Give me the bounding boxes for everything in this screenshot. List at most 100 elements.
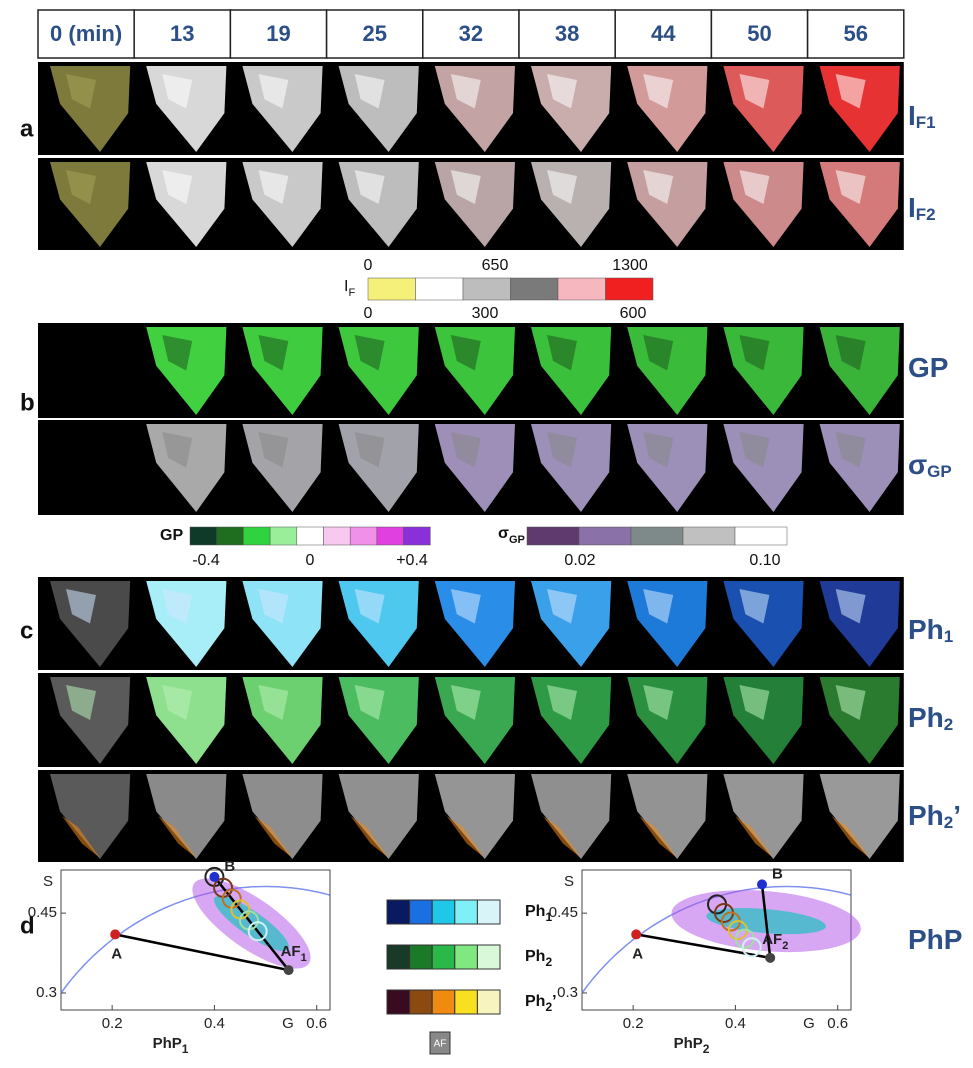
legend-swatch (476, 944, 501, 970)
x-tick-label: 0.6 (827, 1015, 848, 1032)
tissue-detail (66, 685, 96, 720)
tissue-image (50, 774, 131, 859)
tissue-detail (450, 685, 481, 720)
legend-label-suffix: ’ (552, 993, 556, 1010)
header-cell (422, 9, 520, 59)
colorbar-swatch (415, 277, 464, 301)
row-label-main: PhP (908, 924, 962, 955)
header-cell (710, 9, 809, 59)
tissue-detail (66, 170, 96, 204)
colorbar-swatch (734, 526, 788, 546)
tissue-detail (354, 589, 385, 624)
colorbar-swatch (630, 526, 684, 546)
colorbar-swatch (462, 277, 511, 301)
colorbar-swatch (376, 526, 404, 546)
tissue-detail (258, 335, 289, 371)
colorbar-swatch (323, 526, 351, 546)
tissue-detail (835, 589, 866, 624)
tissue-detail (354, 74, 385, 109)
tissue-detail (162, 170, 193, 204)
cluster-circle (247, 921, 268, 942)
tissue-detail (254, 816, 293, 858)
colorbar-swatch (403, 526, 431, 546)
tissue-detail (162, 74, 193, 109)
point-label-main: AF (762, 931, 782, 948)
tissue-detail (66, 589, 96, 624)
tissue-detail (831, 816, 870, 858)
row-label-main: Ph (908, 702, 944, 733)
header-time: 13 (170, 21, 194, 46)
point-label-main: B (224, 858, 235, 875)
legend-swatch (409, 989, 433, 1015)
phasor-point (110, 929, 121, 940)
tissue-detail (162, 432, 193, 468)
tissue-detail (835, 170, 866, 204)
row-label: IF1 (908, 100, 936, 132)
x-axis-label: PhP2 (674, 1035, 710, 1056)
legend-label-main: Ph (525, 903, 545, 920)
row-label: GP (908, 352, 948, 383)
tissue-detail (354, 432, 385, 468)
tissue-detail (739, 74, 770, 109)
tissue-detail (643, 335, 674, 371)
cluster-circle (741, 937, 762, 958)
row-label-main: σ (908, 449, 927, 480)
row-label-main: I (908, 100, 916, 131)
legend-swatch (476, 989, 501, 1015)
header-cell (229, 9, 328, 59)
colorbar-swatch (526, 526, 580, 546)
legend-label-sub: 2 (545, 1000, 552, 1014)
tissue-detail (547, 589, 577, 624)
legend-swatch (386, 899, 411, 925)
point-label-main: A (632, 945, 643, 962)
tissue-image (531, 774, 612, 859)
x-axis-label-sub: 2 (703, 1042, 710, 1056)
legend-swatch (431, 989, 456, 1015)
tissue-detail (354, 685, 385, 720)
point-label-sub: 2 (782, 940, 788, 952)
colorbar-label-sub: GP (509, 534, 525, 546)
tissue-detail (162, 685, 193, 720)
tissue-image (723, 774, 804, 859)
row-label-sub: 1 (944, 627, 953, 646)
row-label: IF2 (908, 192, 936, 224)
tissue-image (338, 774, 419, 859)
colorbar-swatch (557, 277, 606, 301)
colorbar-label-sub: F (348, 287, 355, 299)
row-label: Ph1 (908, 614, 953, 646)
legend-swatch (409, 944, 433, 970)
tissue-detail (258, 432, 289, 468)
colorbar-swatch (189, 526, 217, 546)
header-time: 32 (459, 21, 483, 46)
legend-swatch (454, 989, 478, 1015)
colorbar-swatch (682, 526, 736, 546)
row-label-main: Ph (908, 614, 944, 645)
colorbar-swatch (296, 526, 324, 546)
tissue-detail (739, 589, 770, 624)
tissue-detail (547, 685, 577, 720)
x-axis-label: PhP1 (153, 1035, 189, 1056)
x-tick-label: 0.4 (204, 1015, 225, 1032)
af-box (429, 1031, 451, 1055)
tissue-detail (835, 685, 866, 720)
point-label-main: A (111, 945, 122, 962)
colorbar-tick-label: 0.02 (564, 552, 595, 569)
tissue-detail (547, 74, 577, 109)
colorbar-tick-label: 0 (306, 552, 315, 569)
tissue-detail (643, 432, 674, 468)
tissue-detail (258, 589, 289, 624)
phasor-point (209, 871, 220, 882)
row-label: PhP (908, 924, 962, 955)
colorbar-label-main: σ (498, 525, 509, 542)
y-tick-label: 0.45 (549, 904, 578, 921)
colorbar-tick-label: 650 (482, 257, 509, 274)
tissue-detail (739, 170, 770, 204)
tissue-detail (543, 816, 581, 858)
colorbar-tick-label: 0 (364, 305, 373, 322)
g-label: G (282, 1015, 294, 1032)
x-tick-label: 0.2 (623, 1015, 644, 1032)
point-label: A (632, 945, 643, 962)
tissue-detail (643, 589, 674, 624)
colorbar-tick-label: +0.4 (396, 552, 428, 569)
tissue-detail (354, 335, 385, 371)
